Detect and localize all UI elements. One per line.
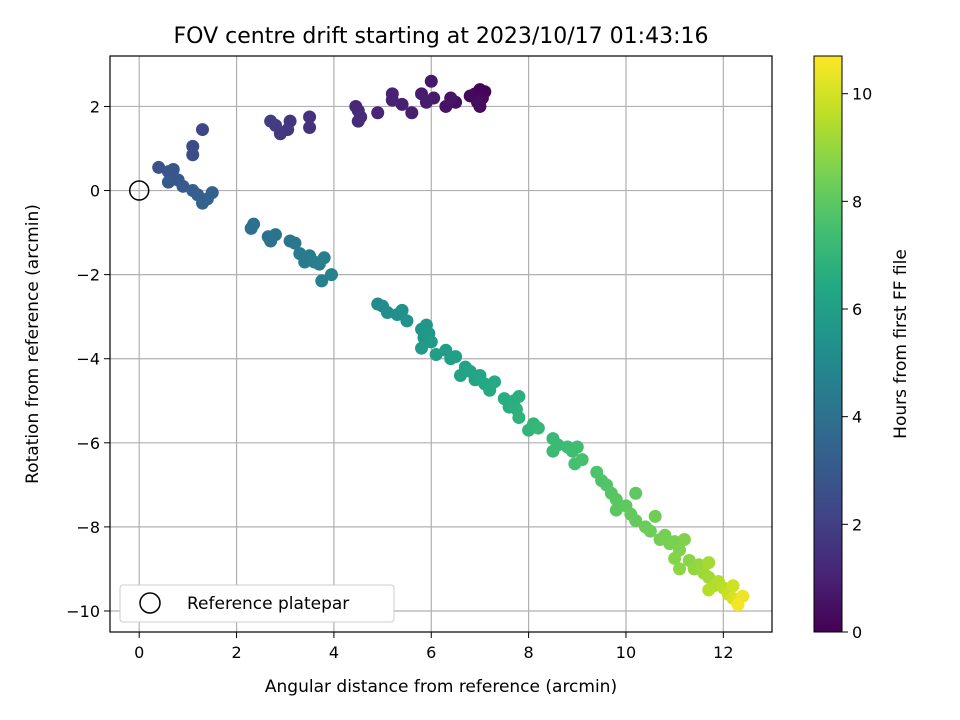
data-point xyxy=(424,335,438,349)
data-point xyxy=(161,175,175,189)
data-point xyxy=(453,369,467,383)
data-point xyxy=(247,217,261,231)
data-point xyxy=(668,551,682,565)
legend: Reference platepar xyxy=(119,584,395,623)
colorbar-tick-label: 4 xyxy=(852,408,862,427)
data-point xyxy=(546,444,560,458)
data-point xyxy=(354,110,368,124)
data-point xyxy=(424,74,438,88)
colorbar-tick-label: 6 xyxy=(852,300,862,319)
y-tick-label: 0 xyxy=(90,182,100,201)
data-point xyxy=(673,562,687,576)
data-point xyxy=(449,350,463,364)
y-axis-label: Rotation from reference (arcmin) xyxy=(23,204,43,484)
data-point xyxy=(315,274,329,288)
data-point xyxy=(629,486,643,500)
legend-entry-reference: Reference platepar xyxy=(187,594,349,614)
y-tick-label: −4 xyxy=(76,350,100,369)
data-point xyxy=(385,93,399,107)
x-tick-label: 6 xyxy=(426,643,436,662)
data-points xyxy=(152,74,750,612)
x-axis-ticks: 0 2 4 6 8 10 12 xyxy=(134,632,734,662)
data-point xyxy=(395,97,409,111)
data-point xyxy=(512,390,526,404)
data-point xyxy=(488,375,502,389)
data-point xyxy=(648,509,662,523)
colorbar-label: Hours from first FF file xyxy=(891,249,911,439)
y-tick-label: −6 xyxy=(76,434,100,453)
colorbar-gradient xyxy=(813,55,843,633)
data-point xyxy=(731,598,745,612)
data-point xyxy=(702,583,716,597)
data-point xyxy=(609,493,623,507)
data-point xyxy=(264,114,278,128)
data-point xyxy=(195,196,209,210)
data-point xyxy=(419,95,433,109)
x-axis-label: Angular distance from reference (arcmin) xyxy=(265,677,617,697)
y-tick-label: 2 xyxy=(90,97,100,116)
chart-title: FOV centre drift starting at 2023/10/17 … xyxy=(174,24,709,49)
data-point xyxy=(349,99,363,113)
legend-reference-marker xyxy=(139,592,161,614)
data-point xyxy=(400,314,414,328)
data-point xyxy=(643,524,657,538)
data-point xyxy=(317,251,331,265)
x-tick-label: 10 xyxy=(616,643,636,662)
data-point xyxy=(702,556,716,570)
data-point xyxy=(152,160,166,174)
reference-marker xyxy=(128,180,150,201)
data-point xyxy=(575,453,589,467)
x-tick-label: 4 xyxy=(329,643,339,662)
data-point xyxy=(629,514,643,528)
data-point xyxy=(405,106,419,120)
data-point xyxy=(570,440,584,454)
data-point xyxy=(371,106,385,120)
data-point xyxy=(512,411,526,425)
data-point xyxy=(677,533,691,547)
y-tick-label: −2 xyxy=(76,266,100,285)
data-point xyxy=(176,179,190,193)
data-point xyxy=(269,228,282,242)
x-tick-label: 2 xyxy=(231,643,241,662)
colorbar: 0 2 4 6 8 10 Hours from first FF file xyxy=(813,55,911,642)
data-point xyxy=(471,95,485,109)
data-point xyxy=(186,148,200,162)
data-point xyxy=(195,123,209,137)
data-point xyxy=(609,503,623,517)
data-point xyxy=(303,110,317,124)
x-tick-label: 0 xyxy=(134,643,144,662)
data-point xyxy=(531,421,545,435)
data-point xyxy=(288,236,302,250)
data-point xyxy=(324,268,338,282)
data-point xyxy=(380,305,394,319)
data-point xyxy=(726,579,740,593)
x-tick-label: 8 xyxy=(524,643,534,662)
colorbar-tick-label: 2 xyxy=(852,515,862,534)
data-point xyxy=(444,91,458,105)
colorbar-tick-label: 8 xyxy=(852,192,862,211)
colorbar-tick-label: 10 xyxy=(852,85,872,104)
data-point xyxy=(415,341,429,355)
data-point xyxy=(303,120,317,134)
x-tick-label: 12 xyxy=(713,643,733,662)
colorbar-tick-label: 0 xyxy=(852,623,862,642)
data-point xyxy=(429,348,443,362)
legend-box xyxy=(119,584,395,623)
y-axis-ticks: −10 −8 −6 −4 −2 0 2 xyxy=(66,97,110,621)
data-point xyxy=(166,163,180,177)
y-tick-label: −8 xyxy=(76,518,100,537)
data-point xyxy=(395,303,409,317)
colorbar-ticks: 0 2 4 6 8 10 xyxy=(842,85,872,642)
plot-frame xyxy=(109,55,773,633)
y-tick-label: −10 xyxy=(66,602,100,621)
